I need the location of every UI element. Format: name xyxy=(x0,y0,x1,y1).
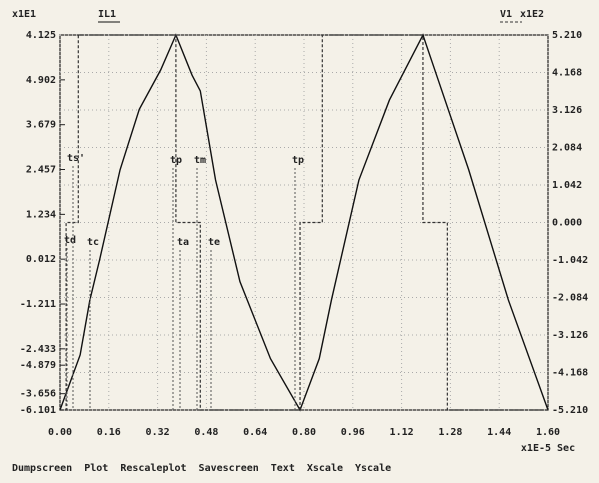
menu-item[interactable]: Rescaleplot xyxy=(120,463,186,474)
y-tick-label: 4.902 xyxy=(26,75,56,86)
y-tick-label: -1.211 xyxy=(20,299,56,310)
annotation: tc xyxy=(87,237,99,248)
annotation: tm xyxy=(194,155,206,166)
y-tick-label: 1.234 xyxy=(26,209,56,220)
x-tick-label: 1.60 xyxy=(536,427,560,438)
y2-tick-label: 5.210 xyxy=(552,30,582,41)
y-axis-unit: x1E1 xyxy=(12,9,36,20)
x-tick-label: 1.28 xyxy=(438,427,462,438)
x-tick-label: 0.16 xyxy=(97,427,121,438)
chart: x1E1 x1E2 x1E-5 Sec 4.125 4.902 3.679 2.457… xyxy=(0,0,599,483)
annotation: te xyxy=(208,237,220,248)
menu-item[interactable]: Dumpscreen xyxy=(12,463,72,474)
x-tick-label: 1.12 xyxy=(390,427,414,438)
x-tick-label: 0.48 xyxy=(194,427,218,438)
y2-tick-label: 1.042 xyxy=(552,180,582,191)
menu-item[interactable]: Savescreen xyxy=(199,463,259,474)
y-tick-label: -3.656 xyxy=(20,389,56,400)
annotation: tp xyxy=(292,155,304,166)
y2-tick-label: -4.168 xyxy=(552,368,588,379)
x-axis-unit: x1E-5 Sec xyxy=(521,443,575,454)
x-tick-label: 1.44 xyxy=(487,427,511,438)
menu-item[interactable]: Plot xyxy=(84,463,108,474)
menu-item[interactable]: Yscale xyxy=(355,463,391,474)
x-tick-label: 0.96 xyxy=(341,427,365,438)
menu-item[interactable]: Text xyxy=(271,463,295,474)
x-tick-label: 0.00 xyxy=(48,427,72,438)
x-tick-label: 0.64 xyxy=(243,427,267,438)
x-tick-label: 0.80 xyxy=(292,427,316,438)
y2-tick-label: -1.042 xyxy=(552,255,588,266)
y2-tick-label: 0.000 xyxy=(552,218,582,229)
y-tick-label: 4.125 xyxy=(26,30,56,41)
annotation: tp xyxy=(170,155,182,166)
y2-tick-label: -2.084 xyxy=(552,293,588,304)
y-tick-label: 0.012 xyxy=(26,254,56,265)
y2-tick-label: 3.126 xyxy=(552,105,582,116)
x-tick-label: 0.32 xyxy=(146,427,170,438)
legend-label: IL1 xyxy=(98,9,116,20)
annotation: ta xyxy=(177,237,189,248)
y2-tick-label: 4.168 xyxy=(552,68,582,79)
annotation: ts' xyxy=(67,153,85,164)
y-tick-label: -6.101 xyxy=(20,405,56,416)
annotation: td xyxy=(64,235,76,246)
y-tick-label: -2.433 xyxy=(20,344,56,355)
y2-tick-label: 2.084 xyxy=(552,143,582,154)
y2-tick-label: -3.126 xyxy=(552,330,588,341)
y2-tick-label: -5.210 xyxy=(552,405,588,416)
y-tick-label: 3.679 xyxy=(26,120,56,131)
y-tick-label: -4.879 xyxy=(20,360,56,371)
menu-item[interactable]: Xscale xyxy=(307,463,343,474)
legend-label: V1 xyxy=(500,9,512,20)
y2-axis-unit: x1E2 xyxy=(520,9,544,20)
y-tick-label: 2.457 xyxy=(26,165,56,176)
